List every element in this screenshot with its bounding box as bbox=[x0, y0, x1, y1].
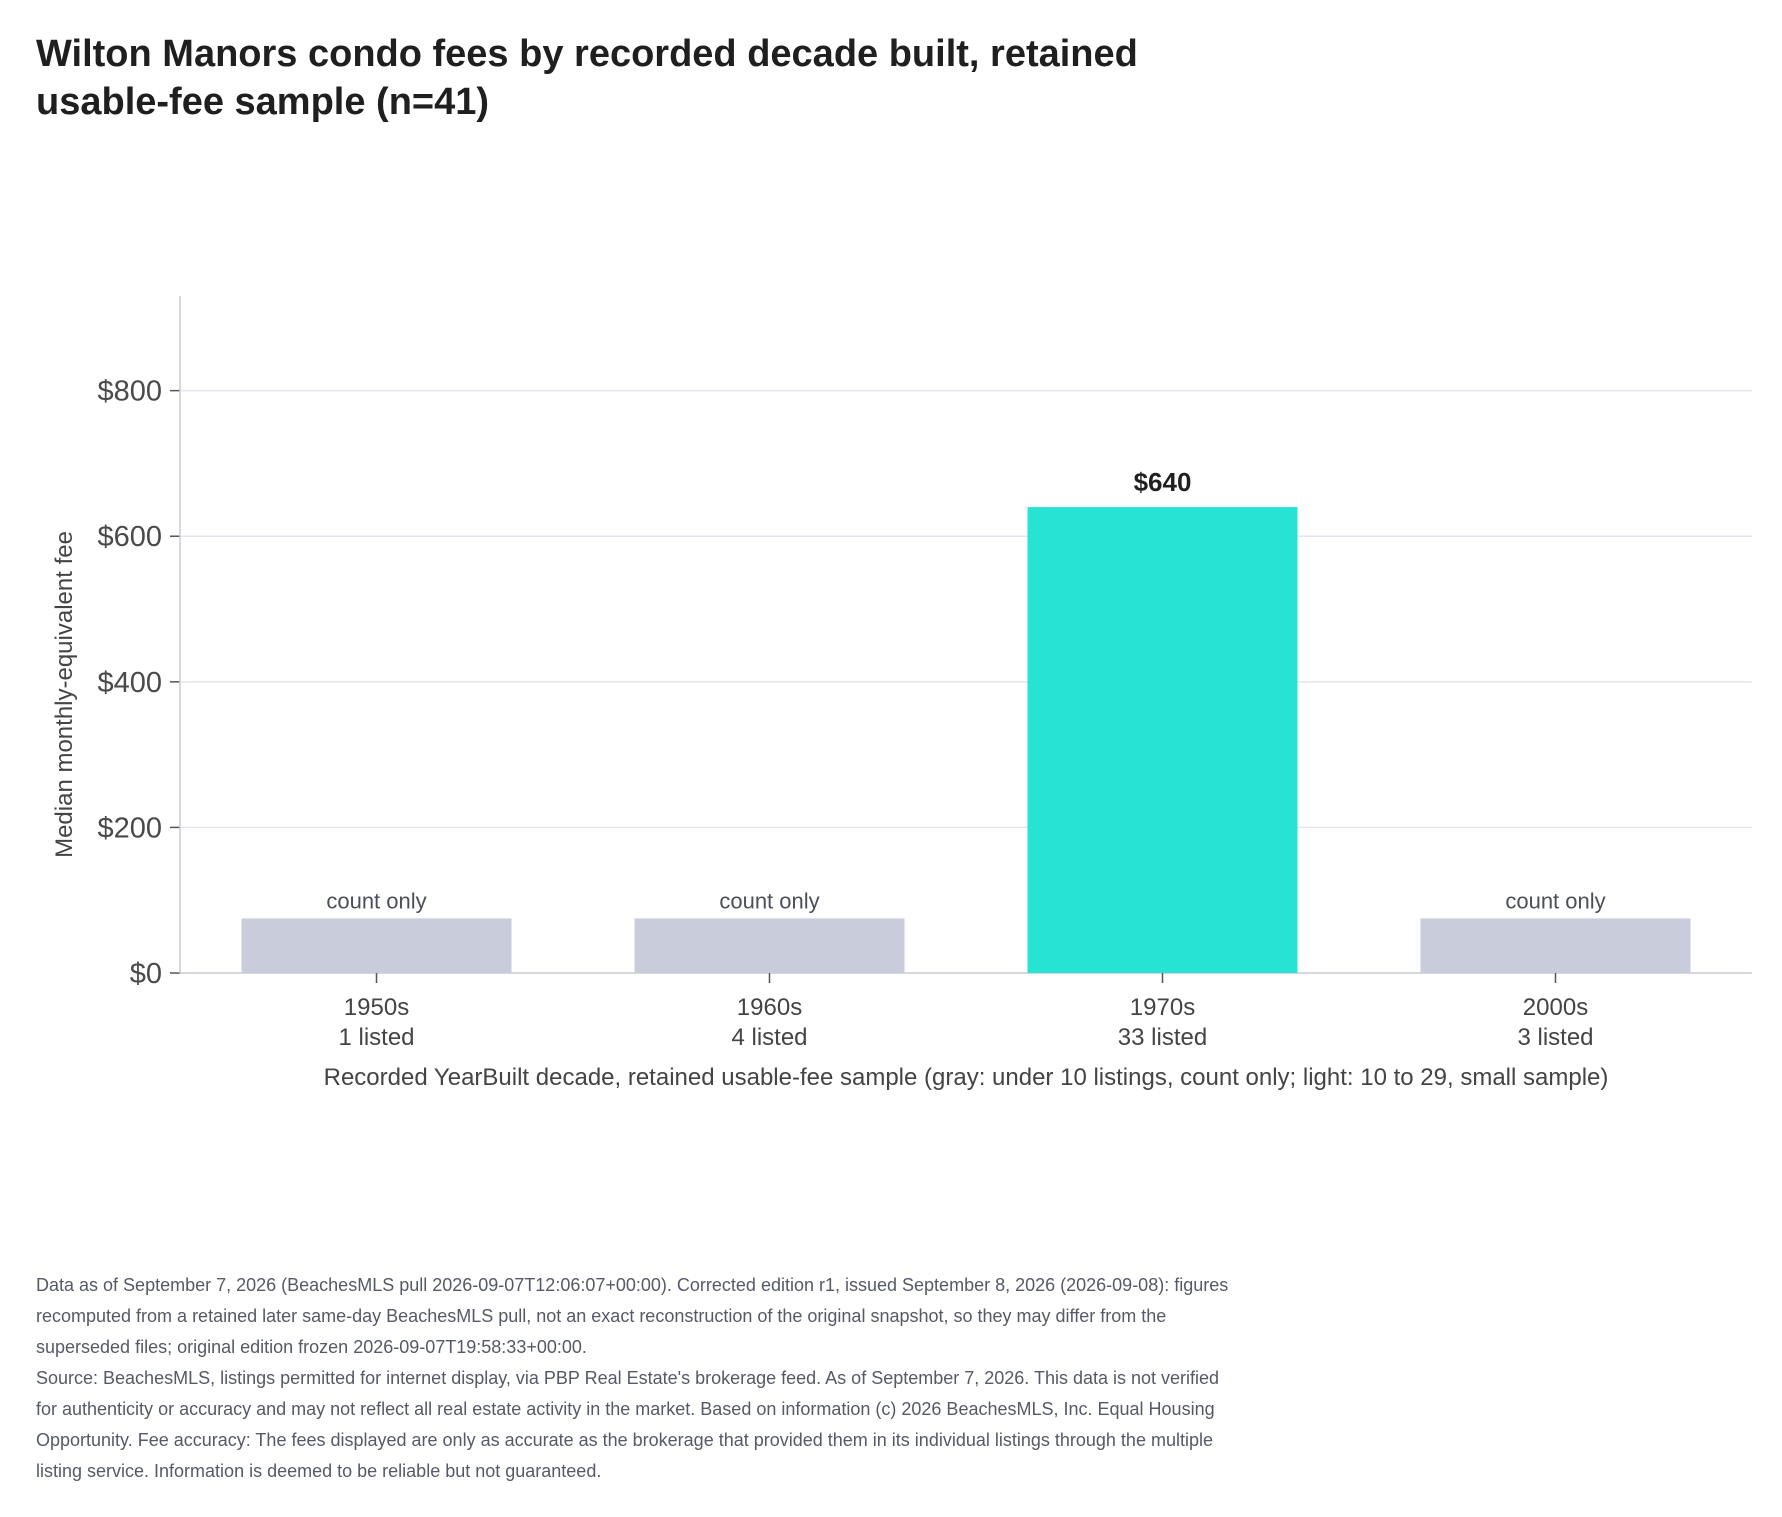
y-tick-label: $800 bbox=[97, 376, 162, 408]
footnote-line-4: Source: BeachesMLS, listings permitted f… bbox=[36, 1368, 1220, 1388]
x-count-label: 3 listed bbox=[1517, 1024, 1593, 1051]
bar-status-label: count only bbox=[326, 888, 426, 913]
x-count-label: 1 listed bbox=[338, 1024, 414, 1051]
y-tick-label: $400 bbox=[97, 667, 162, 699]
x-tick-label: 1970s bbox=[1130, 994, 1195, 1021]
footnote-line-2: recomputed from a retained later same-da… bbox=[36, 1306, 1167, 1326]
y-axis-title: Median monthly-equivalent fee bbox=[51, 531, 78, 858]
footnote-line-6: Opportunity. Fee accuracy: The fees disp… bbox=[36, 1430, 1213, 1450]
chart-title: Wilton Manors condo fees by recorded dec… bbox=[36, 30, 1236, 126]
x-tick-label: 1950s bbox=[344, 994, 409, 1021]
footnote-line-7: listing service. Information is deemed t… bbox=[36, 1461, 602, 1481]
bar-1950s bbox=[241, 918, 512, 973]
bar-1970s bbox=[1027, 507, 1298, 973]
bar-value-label: $640 bbox=[1134, 467, 1192, 497]
bar-1960s bbox=[634, 918, 905, 973]
bar-status-label: count only bbox=[1505, 888, 1605, 913]
footnote-line-3: superseded files; original edition froze… bbox=[36, 1337, 587, 1357]
y-tick-label: $200 bbox=[97, 812, 162, 844]
bar-status-label: count only bbox=[719, 888, 819, 913]
footnote-line-5: for authenticity or accuracy and may not… bbox=[36, 1399, 1215, 1419]
y-tick-label: $0 bbox=[130, 958, 162, 990]
x-tick-label: 2000s bbox=[1523, 994, 1588, 1021]
y-tick-label: $600 bbox=[97, 521, 162, 553]
chart-title-line-2: usable-fee sample (n=41) bbox=[36, 81, 490, 123]
x-axis-title: Recorded YearBuilt decade, retained usab… bbox=[324, 1064, 1609, 1091]
footnote-line-1: Data as of September 7, 2026 (BeachesMLS… bbox=[36, 1275, 1229, 1295]
footnote: Data as of September 7, 2026 (BeachesMLS… bbox=[36, 1270, 1416, 1487]
bar-chart: $0 $200 $400 $600 $800 count only 1950s 1 liste… bbox=[51, 296, 1752, 1091]
x-count-label: 4 listed bbox=[731, 1024, 807, 1051]
bar-2000s bbox=[1420, 918, 1691, 973]
x-tick-label: 1960s bbox=[737, 994, 802, 1021]
chart-title-line-1: Wilton Manors condo fees by recorded dec… bbox=[36, 33, 1138, 75]
x-count-label: 33 listed bbox=[1118, 1024, 1207, 1051]
